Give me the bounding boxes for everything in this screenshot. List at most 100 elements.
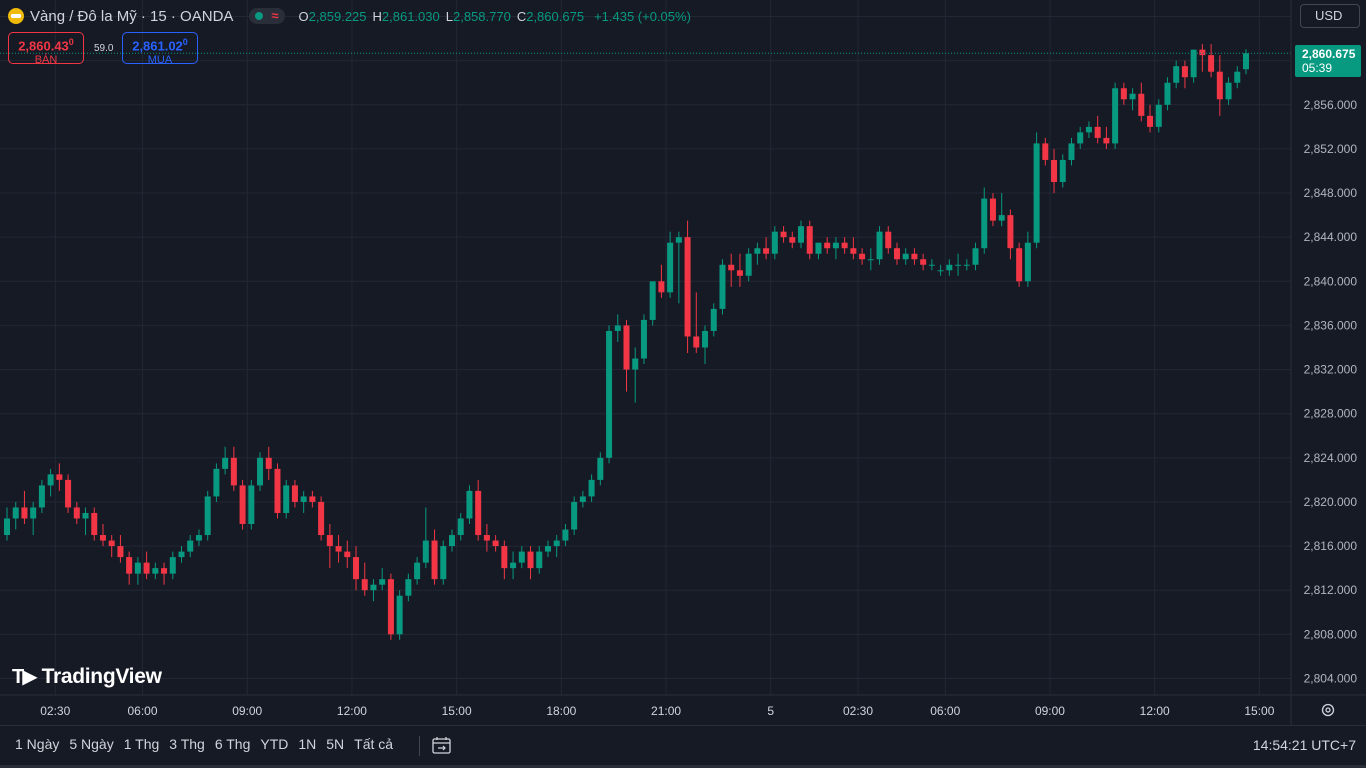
candle-body — [544, 546, 551, 552]
candle — [745, 248, 752, 282]
candle-body — [21, 507, 28, 519]
candle-body — [1024, 242, 1031, 282]
chart-canvas[interactable]: 2,804.000 2,808.000 2,812.000 2,816.000 2,82… — [0, 0, 1366, 725]
price-axis[interactable]: 2,804.000 2,808.000 2,812.000 2,816.000 2,82… — [1290, 0, 1358, 725]
sell-button[interactable]: 2,860.430 BÁN — [8, 32, 84, 66]
symbol-legend: Vàng / Đô la Mỹ · 15 · OANDA ≈ O2,859.22… — [8, 6, 691, 26]
candle-body — [326, 535, 333, 547]
candle-body — [47, 474, 54, 486]
tradingview-watermark[interactable]: T▶ TradingView — [12, 664, 162, 689]
candle-body — [387, 579, 394, 635]
candle-body — [928, 264, 935, 266]
period-button[interactable]: 6 Thg — [214, 736, 251, 752]
candle — [213, 463, 220, 502]
candle-body — [579, 496, 586, 502]
candle-body — [12, 507, 19, 519]
candle-body — [257, 457, 264, 486]
candle — [728, 253, 735, 287]
sell-price: 2,860.43 — [18, 38, 69, 54]
candle-body — [370, 584, 377, 591]
timezone-clock[interactable]: 14:54:21 UTC+7 — [1252, 737, 1356, 753]
candle — [1234, 66, 1241, 89]
currency-selector[interactable]: USD — [1300, 4, 1360, 28]
price-tick-label: 2,832.000 — [1304, 363, 1358, 377]
candle-body — [134, 562, 141, 574]
candle-body — [885, 231, 892, 249]
candle — [1208, 44, 1215, 78]
period-button[interactable]: 5N — [326, 736, 345, 752]
candle — [283, 479, 290, 519]
toolbar-divider — [419, 736, 420, 756]
candle-body — [998, 215, 1005, 221]
candle-body — [667, 242, 674, 293]
time-axis[interactable]: 02:30 06:00 09:00 12:00 15:00 18:00 21:00 5 02:3… — [0, 694, 1366, 718]
candle — [649, 281, 656, 326]
candle — [920, 253, 927, 271]
candle — [562, 524, 569, 547]
date-range-icon[interactable] — [431, 736, 453, 756]
candle — [492, 535, 499, 552]
candle-body — [353, 557, 360, 580]
candle-body — [213, 468, 220, 497]
candle — [1120, 82, 1127, 105]
candle-body — [492, 540, 499, 547]
candle — [510, 551, 517, 580]
candle-body — [754, 248, 761, 254]
period-button[interactable]: YTD — [260, 736, 289, 752]
candle-body — [972, 248, 979, 265]
candle — [134, 557, 141, 585]
candle-body — [1155, 104, 1162, 127]
candle-body — [466, 490, 473, 519]
candle — [1147, 104, 1154, 133]
candle — [1103, 126, 1110, 149]
period-button[interactable]: 1 Thg — [123, 736, 160, 752]
time-tick-label: 09:00 — [232, 704, 262, 718]
candle-body — [283, 485, 290, 513]
candle-body — [1190, 49, 1197, 78]
candle-body — [536, 551, 543, 569]
price-tick-label: 2,824.000 — [1304, 451, 1358, 465]
candle — [911, 248, 918, 265]
candle-body — [117, 546, 124, 558]
candle-body — [702, 330, 709, 348]
candle-body — [73, 507, 80, 519]
candle — [859, 248, 866, 265]
period-button[interactable]: 5 Ngày — [69, 736, 114, 752]
candle — [248, 479, 255, 530]
candle — [719, 259, 726, 315]
candle — [832, 237, 839, 260]
candle-body — [38, 485, 45, 508]
candle-body — [1103, 137, 1110, 144]
candle — [972, 242, 979, 271]
candle — [885, 226, 892, 254]
candle-body — [187, 540, 194, 552]
candle — [640, 314, 647, 365]
candle — [588, 474, 595, 502]
period-button[interactable]: Tất cả — [354, 736, 394, 752]
candle-body — [789, 237, 796, 243]
candle-body — [1033, 143, 1040, 243]
candle-body — [649, 281, 656, 320]
market-status[interactable]: ≈ — [249, 8, 285, 24]
buy-button[interactable]: 2,861.020 MUA — [122, 32, 198, 66]
candle-body — [318, 501, 325, 536]
candle — [1059, 154, 1066, 188]
candle — [658, 264, 665, 298]
gear-icon[interactable] — [1321, 703, 1335, 717]
candle — [754, 242, 761, 265]
period-button[interactable]: 1 Ngày — [15, 736, 60, 752]
bottom-toolbar: 1 Ngày 5 Ngày 1 Thg 3 Thg 6 Thg YTD 1N 5N Tất cả… — [0, 725, 1366, 768]
period-button[interactable]: 3 Thg — [169, 736, 205, 752]
candle — [771, 226, 778, 260]
candle — [178, 546, 185, 563]
period-button[interactable]: 1N — [298, 736, 317, 752]
candle-body — [431, 540, 438, 580]
time-tick-label: 09:00 — [1035, 704, 1065, 718]
time-tick-label: 18:00 — [546, 704, 576, 718]
candle-body — [771, 231, 778, 254]
candle-body — [693, 336, 700, 348]
candle — [963, 259, 970, 271]
symbol-title[interactable]: Vàng / Đô la Mỹ · 15 · OANDA — [30, 7, 234, 25]
candle-body — [1007, 215, 1014, 249]
candle — [126, 551, 133, 585]
